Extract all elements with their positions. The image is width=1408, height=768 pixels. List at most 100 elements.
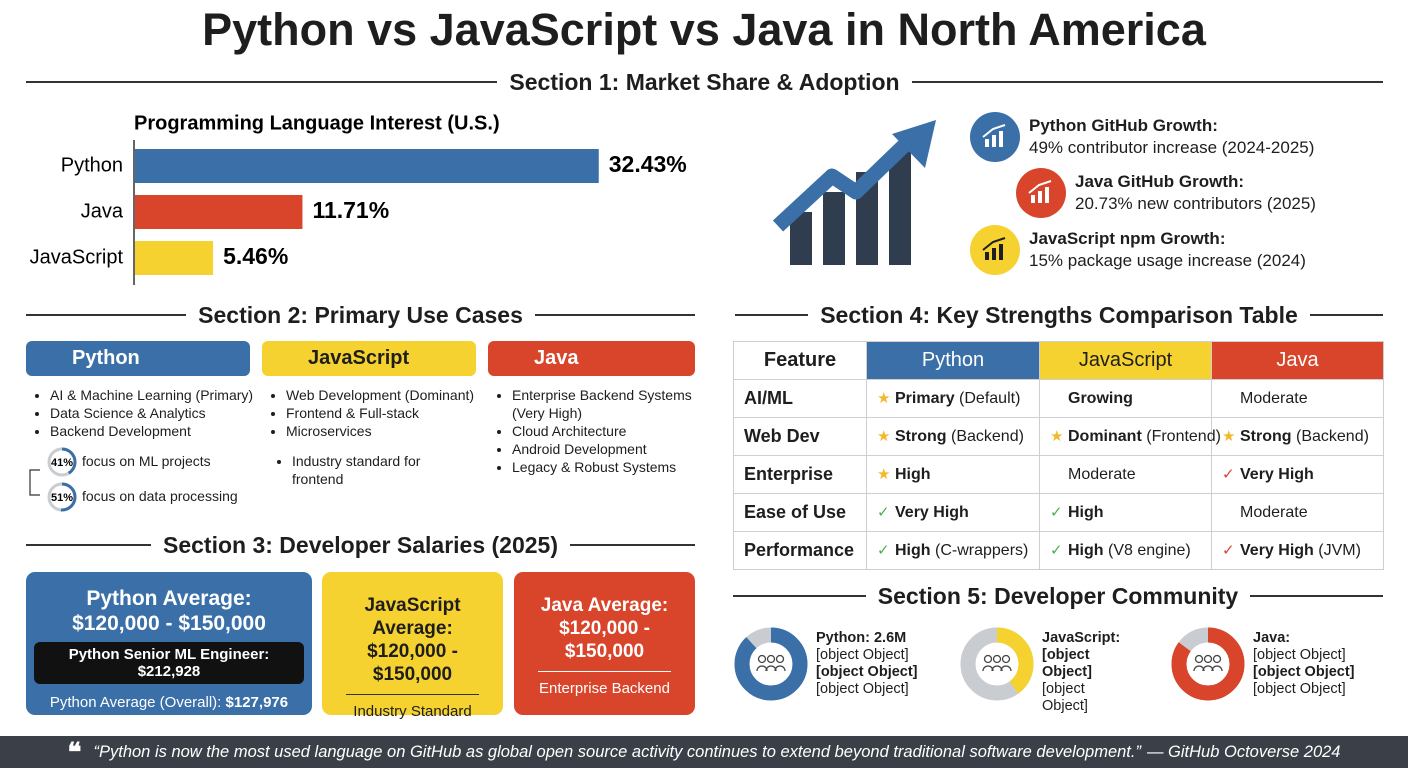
category-label: Python (61, 154, 123, 176)
feature-cell: Performance (733, 531, 867, 570)
usecase-card: JavaScript (262, 341, 476, 376)
heading-text: Section 4: Key Strengths Comparison Tabl… (820, 301, 1298, 328)
rule (733, 595, 866, 597)
cell-strong: Strong (1240, 428, 1292, 445)
cell-strong: Dominant (1068, 428, 1142, 445)
cell-strong: Very High (1240, 466, 1314, 483)
community-part: [object Object] (1042, 681, 1088, 714)
section-heading: Section 5: Developer Community (733, 581, 1384, 611)
heading-text: Section 3: Developer Salaries (2025) (162, 531, 559, 558)
cell-strong: High (1068, 542, 1104, 559)
footer-value: $127,976 (225, 694, 289, 711)
usecase-list: Web Development (Dominant)Frontend & Ful… (266, 386, 480, 440)
cell-icon: ✓ (1222, 542, 1235, 559)
people-head (983, 654, 993, 664)
cell-icon: ★ (1050, 428, 1064, 445)
rule (570, 544, 695, 546)
feature-cell: Web Dev (733, 417, 867, 456)
feature-cell: Ease of Use (733, 493, 867, 532)
people-head (1212, 654, 1222, 664)
table-row: Enterprise ★ High Moderate ✓ Very High (733, 455, 1384, 494)
badge-bar (992, 135, 996, 147)
value-label: 32.43% (609, 151, 687, 177)
value-label: 5.46% (223, 243, 288, 269)
growth-icon (772, 120, 936, 265)
people-head (766, 654, 776, 664)
cell-strong: Very High (895, 504, 969, 521)
community-part: [object Object] (1253, 647, 1346, 663)
rule (534, 314, 695, 316)
stat-connector (29, 469, 40, 496)
salary-footer: Python Average (Overall): $127,976 (34, 694, 304, 711)
salary-card: Java Average: $120,000 - $150,000 Enterpr… (514, 572, 695, 715)
community-text: JavaScript: [object Object] [object Objec… (1042, 630, 1132, 715)
stat-label: 41% (51, 457, 73, 469)
people-head (992, 654, 1002, 664)
badge-arrow (1028, 180, 1052, 194)
usecase-item: AI & Machine Learning (Primary) (50, 386, 254, 404)
header-row: Feature Python JavaScript Java (733, 341, 1384, 380)
salary-range: $120,000 - $150,000 (72, 612, 266, 635)
salary-card: JavaScript Average: $120,000 - $150,000 I… (322, 572, 503, 720)
section-heading: Section 2: Primary Use Cases (26, 300, 695, 330)
badge-bar (992, 248, 996, 260)
people-head (1203, 654, 1213, 664)
ring-arc (734, 627, 808, 701)
table-cell: ★ Strong (Backend) (866, 417, 1040, 456)
cell-text: Moderate (1240, 389, 1308, 407)
ring-arc (960, 627, 1034, 701)
community-part: [object Object] (1042, 647, 1092, 680)
rule (1309, 314, 1383, 316)
cell-strong: High (1068, 504, 1104, 521)
table-cell: ✓ Very High (1211, 455, 1384, 494)
rule (735, 314, 809, 316)
usecase-item: Legacy & Robust Systems (512, 458, 699, 476)
rule (911, 81, 1384, 83)
cell-text: Moderate (1240, 503, 1308, 521)
stat-text: focus on data processing (82, 488, 238, 504)
cell-strong: Primary (895, 390, 955, 407)
usecase-item: Microservices (286, 422, 480, 440)
section-heading: Section 3: Developer Salaries (2025) (26, 530, 695, 560)
table-cell: ★ Primary (Default) (866, 379, 1040, 418)
table-cell: ✓ Very High (JVM) (1211, 531, 1384, 570)
bar (135, 149, 599, 183)
quote-mark: ❝ (67, 736, 82, 767)
page-title: Python vs JavaScript vs Java in North Am… (202, 4, 1206, 55)
cell-text: (V8 engine) (1108, 542, 1191, 559)
table-row: Performance ✓ High (C-wrappers) ✓ High (V8 e… (733, 531, 1384, 570)
salary-title: Python Average: (86, 587, 252, 610)
cell-strong: Strong (895, 428, 947, 445)
people-head (1194, 654, 1204, 664)
usecase-item: Enterprise Backend Systems (Very High) (512, 386, 699, 422)
quote-source: — GitHub Octoverse 2024 (1146, 742, 1341, 761)
usecase-item: Cloud Architecture (512, 422, 699, 440)
stat-label: 51% (51, 492, 73, 504)
rule (26, 81, 498, 83)
table-cell: Moderate (1211, 493, 1384, 532)
community-title: Python: 2.6M (816, 630, 907, 646)
stat-text: focus on ML projects (82, 453, 211, 469)
rule (26, 314, 187, 316)
table-cell: ✓ High (1039, 493, 1212, 532)
rule (1250, 595, 1384, 597)
community-title: JavaScript: (1042, 630, 1121, 646)
growth-text: 49% contributor increase (2024-2025) (1029, 138, 1315, 157)
cell-strong: High (895, 542, 931, 559)
table-cell: ✓ High (C-wrappers) (866, 531, 1040, 570)
badge-bar (999, 244, 1003, 260)
table-row: AI/ML ★ Primary (Default) Growing Moderate (733, 379, 1384, 418)
usecase-card: Python (26, 341, 250, 376)
growth-title: Python GitHub Growth: (1029, 116, 1218, 135)
salary-card: Python Average: $120,000 - $150,000 Python… (26, 572, 312, 715)
cell-strong: Growing (1068, 389, 1133, 407)
ring-arc (47, 482, 77, 512)
usecase-item: Backend Development (50, 422, 254, 440)
column-header: Feature (733, 341, 867, 380)
column-header: Java (1211, 341, 1384, 380)
heading-text: Section 1: Market Share & Adoption (509, 68, 900, 95)
heading-text: Section 5: Developer Community (877, 582, 1239, 609)
salary-rule (346, 694, 479, 695)
section-heading: Section 1: Market Share & Adoption (26, 67, 1384, 97)
